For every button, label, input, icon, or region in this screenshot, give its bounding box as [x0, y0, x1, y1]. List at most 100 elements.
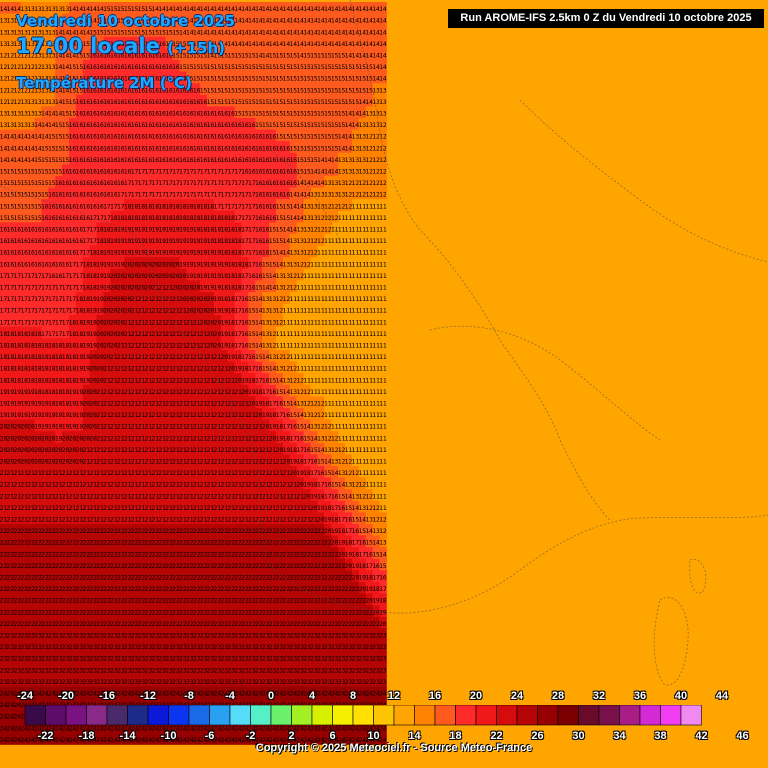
temperature-cell — [220, 48, 229, 61]
temperature-cell — [234, 141, 242, 154]
temperature-cell — [75, 129, 84, 142]
temperature-cell — [34, 152, 42, 165]
temperature-cell — [269, 13, 277, 26]
temperature-cell — [75, 36, 84, 49]
temperature-cell — [27, 25, 35, 38]
temperature-cell — [103, 141, 111, 154]
temperature-cell — [172, 71, 180, 84]
temperature-cell — [234, 210, 242, 223]
temperature-cell — [13, 36, 22, 49]
temperature-cell — [117, 199, 125, 212]
temperature-cell — [276, 83, 284, 96]
temperature-cell — [351, 36, 360, 49]
temperature-cell — [55, 2, 63, 14]
temperature-cell — [324, 83, 332, 96]
temperature-cell — [179, 71, 187, 84]
temperature-cell — [158, 25, 166, 38]
temperature-cell — [372, 199, 380, 212]
temperature-cell — [241, 71, 249, 84]
temperature-cell — [6, 141, 15, 154]
temperature-cell — [48, 48, 56, 61]
temperature-cell — [82, 71, 91, 84]
temperature-cell — [193, 164, 201, 177]
temperature-cell — [144, 176, 153, 188]
temperature-cell — [75, 106, 84, 119]
temperature-cell — [338, 94, 346, 107]
temperature-cell — [213, 210, 222, 223]
temperature-cell — [89, 2, 97, 14]
temperature-cell — [165, 164, 173, 177]
temperature-cell — [20, 210, 28, 223]
temperature-cell — [69, 106, 77, 119]
temperature-cell — [69, 13, 77, 26]
temperature-cell — [372, 234, 380, 246]
temperature-cell — [227, 129, 235, 142]
temperature-cell — [55, 129, 63, 142]
temperature-cell — [338, 234, 346, 246]
temperature-cell — [103, 48, 111, 61]
temperature-cell — [345, 176, 353, 188]
temperature-cell — [255, 13, 263, 26]
temperature-cell — [310, 152, 318, 165]
temperature-cell — [296, 13, 304, 26]
temperature-cell — [144, 2, 153, 14]
temperature-cell — [303, 141, 311, 154]
temperature-cell — [241, 83, 249, 96]
temperature-cell — [96, 152, 104, 165]
temperature-cell — [227, 60, 235, 72]
temperature-cell — [269, 234, 277, 246]
temperature-cell — [248, 94, 256, 107]
temperature-cell — [241, 94, 249, 107]
temperature-cell — [248, 164, 256, 177]
temperature-cell — [262, 83, 270, 96]
temperature-cell — [20, 94, 28, 107]
temperature-cell — [193, 83, 201, 96]
temperature-cell — [131, 106, 139, 119]
temperature-cell — [117, 25, 125, 38]
temperature-cell — [138, 60, 146, 72]
temperature-cell — [48, 83, 56, 96]
temperature-cell — [324, 2, 332, 14]
temperature-cell — [296, 234, 304, 246]
temperature-cell — [317, 94, 325, 107]
temperature-cell — [303, 187, 311, 200]
temperature-cell — [331, 234, 339, 246]
temperature-cell — [262, 71, 270, 84]
temperature-cell — [269, 106, 277, 119]
temperature-cell — [289, 199, 298, 212]
temperature-cell — [124, 176, 132, 188]
temperature-cell — [269, 36, 277, 49]
temperature-cell — [34, 210, 42, 223]
temperature-cell — [186, 141, 194, 154]
temperature-cell — [282, 187, 291, 200]
temperature-cell — [372, 141, 380, 154]
temperature-cell — [179, 94, 187, 107]
temperature-cell — [165, 83, 173, 96]
temperature-cell — [213, 94, 222, 107]
temperature-cell — [110, 152, 118, 165]
temperature-cell — [379, 94, 387, 107]
temperature-cell — [303, 13, 311, 26]
temperature-cell — [110, 71, 118, 84]
temperature-cell — [96, 129, 104, 142]
temperature-cell — [62, 164, 70, 177]
temperature-cell — [227, 83, 235, 96]
temperature-cell — [372, 83, 380, 96]
temperature-cell — [227, 141, 235, 154]
temperature-cell — [200, 129, 208, 142]
temperature-cell — [310, 210, 318, 223]
temperature-cell — [310, 71, 318, 84]
temperature-cell — [213, 234, 222, 246]
temperature-cell — [186, 210, 194, 223]
temperature-cell — [310, 141, 318, 154]
temperature-cell — [317, 48, 325, 61]
temperature-cell — [124, 83, 132, 96]
temperature-cell — [69, 152, 77, 165]
temperature-cell — [179, 152, 187, 165]
temperature-cell — [296, 152, 304, 165]
temperature-cell — [144, 25, 153, 38]
temperature-cell — [282, 106, 291, 119]
temperature-cell — [186, 234, 194, 246]
temperature-cell — [117, 13, 125, 26]
temperature-cell — [34, 83, 42, 96]
